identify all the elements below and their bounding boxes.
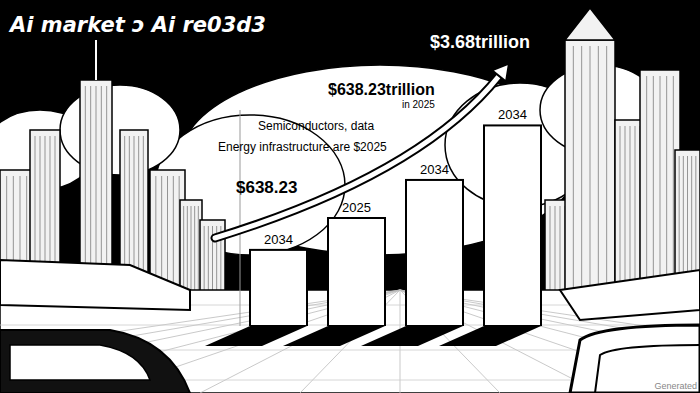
category-label: 2034 — [498, 107, 527, 122]
building — [565, 40, 615, 310]
category-label: 2025 — [342, 200, 371, 215]
spire — [565, 8, 615, 40]
building-line — [606, 46, 607, 310]
annotation: Energy infrastructure are $2025 — [218, 140, 387, 154]
annotation: $638.23 — [236, 178, 297, 197]
page: 2034 2025 2034 2034 Ai market ɔ Ai re03d3 $3.… — [0, 0, 700, 393]
arrow-head — [492, 63, 509, 81]
annotation: $638.23trillion — [328, 81, 435, 98]
bar — [406, 180, 463, 326]
category-label: 2034 — [420, 162, 449, 177]
arrow-body — [215, 76, 499, 238]
arrow-outline — [215, 76, 499, 238]
annotation: Generated — [654, 381, 697, 391]
antenna — [95, 40, 97, 80]
building-line — [646, 76, 647, 310]
building-line — [581, 46, 582, 310]
vehicle — [570, 325, 700, 393]
bar — [484, 125, 541, 326]
annotation: in 2025 — [402, 99, 435, 110]
stage: 2034 2025 2034 2034 Ai market ɔ Ai re03d3 $3.… — [0, 0, 700, 393]
bars — [250, 125, 541, 326]
building-line — [653, 76, 654, 310]
platform — [560, 270, 700, 320]
chart-svg: 2034 2025 2034 2034 Ai market ɔ Ai re03d3 $3.… — [0, 0, 700, 393]
vehicle-line — [595, 345, 700, 393]
bar — [250, 250, 307, 326]
bar — [328, 218, 385, 326]
title: Ai market ɔ Ai re03d3 — [8, 13, 266, 37]
bar-shadow — [439, 326, 541, 346]
trend-arrow — [215, 63, 509, 238]
vehicle-window — [10, 345, 150, 380]
building-line — [573, 46, 574, 310]
annotation: $3.68trillion — [430, 32, 530, 52]
annotation: Semiconductors, data — [258, 119, 374, 133]
background — [0, 0, 700, 393]
category-label: 2034 — [264, 232, 293, 247]
building-line — [590, 46, 591, 310]
building-line — [598, 46, 599, 310]
bar-shadows — [205, 326, 541, 346]
platform — [0, 260, 190, 310]
sky — [0, 0, 700, 393]
vehicle — [0, 330, 190, 393]
